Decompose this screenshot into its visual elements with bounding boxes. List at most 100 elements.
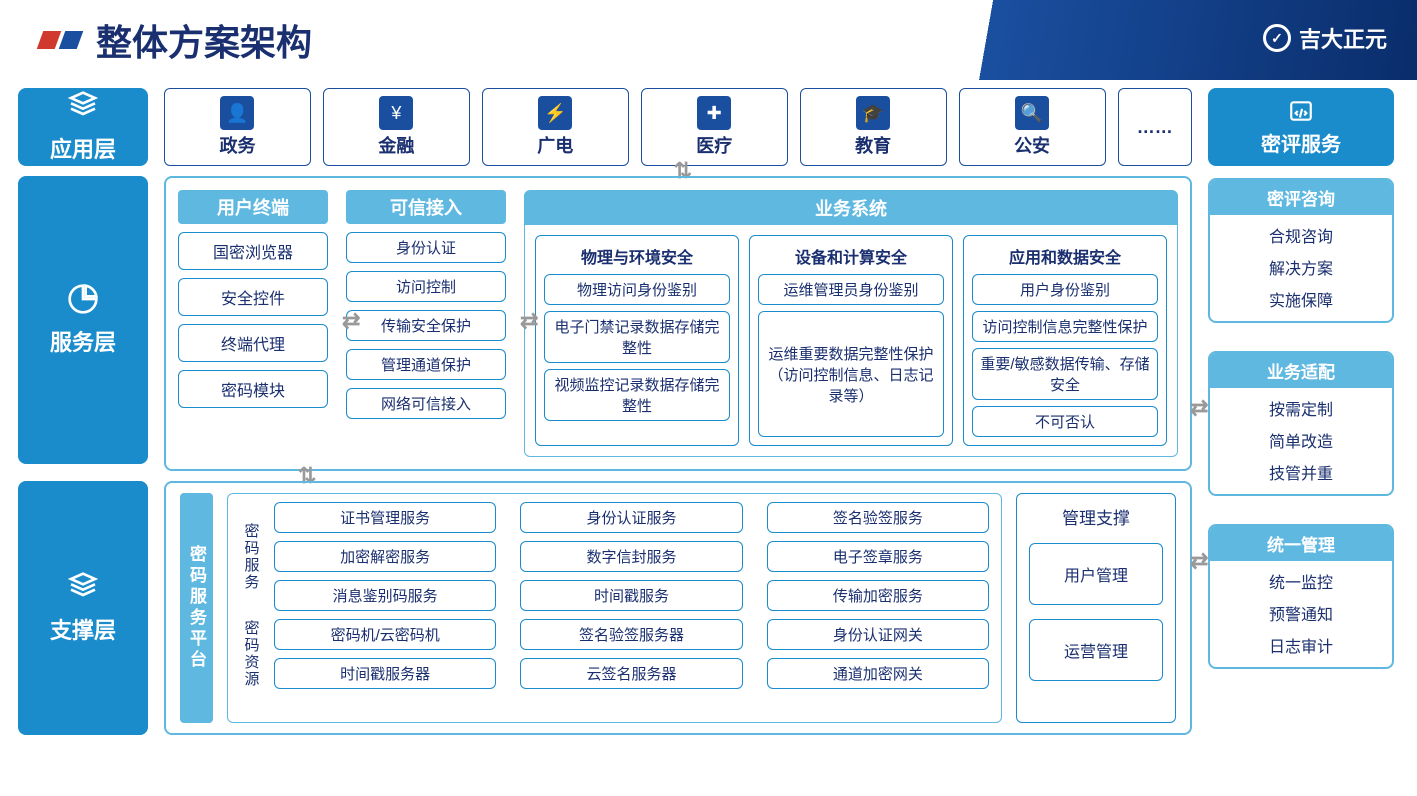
r-box-item: 预警通知 bbox=[1210, 601, 1392, 625]
domain-more: …… bbox=[1118, 88, 1192, 166]
cs-item: 数字信封服务 bbox=[520, 541, 742, 572]
user-terminal-col: 用户终端 国密浏览器 安全控件 终端代理 密码模块 bbox=[178, 190, 328, 457]
edu-icon: 🎓 bbox=[856, 96, 890, 130]
r-box-item: 实施保障 bbox=[1210, 287, 1392, 311]
search-icon: 🔍 bbox=[1015, 96, 1049, 130]
biz-col-env: 物理与环境安全 物理访问身份鉴别 电子门禁记录数据存储完整性 视频监控记录数据存… bbox=[535, 235, 739, 446]
trusted-access-col: 可信接入 身份认证 访问控制 传输安全保护 管理通道保护 网络可信接入 bbox=[346, 190, 506, 457]
biz-system-body: 物理与环境安全 物理访问身份鉴别 电子门禁记录数据存储完整性 视频监控记录数据存… bbox=[525, 225, 1177, 456]
cs-item: 传输加密服务 bbox=[767, 580, 989, 611]
service-body: 用户终端 国密浏览器 安全控件 终端代理 密码模块 可信接入 身份认证 访问控制… bbox=[164, 176, 1192, 471]
r-box-item: 合规咨询 bbox=[1210, 223, 1392, 247]
logo-text: 吉大正元 bbox=[1299, 22, 1387, 54]
mgmt-item: 用户管理 bbox=[1029, 543, 1163, 605]
arrow-ut-ta bbox=[342, 308, 360, 334]
biz-system: 业务系统 物理与环境安全 物理访问身份鉴别 电子门禁记录数据存储完整性 视频监控… bbox=[524, 190, 1178, 457]
cs-item: 消息鉴别码服务 bbox=[274, 580, 496, 611]
crypto-service-grid: 证书管理服务 身份认证服务 签名验签服务 加密解密服务 数字信封服务 电子签章服… bbox=[274, 502, 989, 611]
ut-item: 终端代理 bbox=[178, 324, 328, 362]
biz-system-title: 业务系统 bbox=[525, 191, 1177, 225]
stack-icon bbox=[67, 90, 99, 122]
domain-police: 🔍公安 bbox=[959, 88, 1106, 166]
ta-item: 访问控制 bbox=[346, 271, 506, 302]
domain-medical: ✚医疗 bbox=[641, 88, 788, 166]
app-layer-row: 应用层 👤政务 ¥金融 ⚡广电 ✚医疗 🎓教育 🔍公安 …… bbox=[18, 88, 1192, 166]
domain-edu: 🎓教育 bbox=[800, 88, 947, 166]
page-title: 整体方案架构 bbox=[96, 14, 312, 66]
biz-item: 物理访问身份鉴别 bbox=[544, 274, 730, 305]
domain-broadcast: ⚡广电 bbox=[482, 88, 629, 166]
yen-icon: ¥ bbox=[379, 96, 413, 130]
ta-item: 网络可信接入 bbox=[346, 388, 506, 419]
header-accent-bars bbox=[40, 31, 80, 49]
arrow-ta-biz bbox=[520, 308, 538, 334]
r-box-item: 日志审计 bbox=[1210, 633, 1392, 657]
broadcast-icon: ⚡ bbox=[538, 96, 572, 130]
biz-col-title: 设备和计算安全 bbox=[758, 244, 944, 268]
r-box-title: 密评咨询 bbox=[1210, 180, 1392, 215]
brand-logo: ✓ 吉大正元 bbox=[1263, 22, 1387, 54]
biz-col-device: 设备和计算安全 运维管理员身份鉴别 运维重要数据完整性保护（访问控制信息、日志记… bbox=[749, 235, 953, 446]
r-box-item: 简单改造 bbox=[1210, 428, 1392, 452]
biz-item: 运维重要数据完整性保护（访问控制信息、日志记录等） bbox=[758, 311, 944, 437]
biz-col-title: 应用和数据安全 bbox=[972, 244, 1158, 268]
ta-item: 身份认证 bbox=[346, 232, 506, 263]
ut-item: 安全控件 bbox=[178, 278, 328, 316]
stack-icon bbox=[67, 571, 99, 603]
right-column: 密评服务 密评咨询 合规咨询 解决方案 实施保障 业务适配 按需定制 简单改造 … bbox=[1208, 88, 1394, 735]
r-box-item: 解决方案 bbox=[1210, 255, 1392, 279]
cs-item: 电子签章服务 bbox=[767, 541, 989, 572]
biz-item: 电子门禁记录数据存储完整性 bbox=[544, 311, 730, 363]
crypto-service-label: 密码服务 bbox=[240, 502, 262, 611]
main-diagram: 应用层 👤政务 ¥金融 ⚡广电 ✚医疗 🎓教育 🔍公安 …… 服务层 用户终端 bbox=[0, 80, 1417, 735]
ut-item: 密码模块 bbox=[178, 370, 328, 408]
biz-col-app: 应用和数据安全 用户身份鉴别 访问控制信息完整性保护 重要/敏感数据传输、存储安… bbox=[963, 235, 1167, 446]
cs-item: 加密解密服务 bbox=[274, 541, 496, 572]
crypto-resource-row: 密码资源 密码机/云密码机 签名验签服务器 身份认证网关 时间戳服务器 云签名服… bbox=[240, 619, 989, 689]
user-icon: 👤 bbox=[220, 96, 254, 130]
biz-col-title: 物理与环境安全 bbox=[544, 244, 730, 268]
mgmt-title: 管理支撑 bbox=[1062, 504, 1130, 529]
code-icon bbox=[1288, 98, 1314, 124]
biz-item: 用户身份鉴别 bbox=[972, 274, 1158, 305]
domain-row: 👤政务 ¥金融 ⚡广电 ✚医疗 🎓教育 🔍公安 …… bbox=[164, 88, 1192, 166]
r-box-item: 技管并重 bbox=[1210, 460, 1392, 484]
crypto-resource-label: 密码资源 bbox=[240, 619, 262, 689]
right-box-manage: 统一管理 统一监控 预警通知 日志审计 bbox=[1208, 524, 1394, 669]
mgmt-support-col: 管理支撑 用户管理 运营管理 bbox=[1016, 493, 1176, 723]
service-layer-row: 服务层 用户终端 国密浏览器 安全控件 终端代理 密码模块 可信接入 身份认证 … bbox=[18, 176, 1192, 471]
domain-gov: 👤政务 bbox=[164, 88, 311, 166]
crypto-resource-grid: 密码机/云密码机 签名验签服务器 身份认证网关 时间戳服务器 云签名服务器 通道… bbox=[274, 619, 989, 689]
cs-item: 证书管理服务 bbox=[274, 502, 496, 533]
biz-item: 访问控制信息完整性保护 bbox=[972, 311, 1158, 342]
domain-finance: ¥金融 bbox=[323, 88, 470, 166]
cr-item: 身份认证网关 bbox=[767, 619, 989, 650]
cs-item: 时间戳服务 bbox=[520, 580, 742, 611]
app-layer-label: 应用层 bbox=[18, 88, 148, 166]
biz-item: 不可否认 bbox=[972, 406, 1158, 437]
ta-item: 传输安全保护 bbox=[346, 310, 506, 341]
pie-icon bbox=[67, 283, 99, 315]
ut-item: 国密浏览器 bbox=[178, 232, 328, 270]
support-inner: 密码服务 证书管理服务 身份认证服务 签名验签服务 加密解密服务 数字信封服务 … bbox=[227, 493, 1002, 723]
medical-icon: ✚ bbox=[697, 96, 731, 130]
cr-item: 云签名服务器 bbox=[520, 658, 742, 689]
platform-vlabel: 密码服务平台 bbox=[180, 493, 213, 723]
header: 整体方案架构 ✓ 吉大正元 bbox=[0, 0, 1417, 80]
cr-item: 时间戳服务器 bbox=[274, 658, 496, 689]
cr-item: 密码机/云密码机 bbox=[274, 619, 496, 650]
right-box-adapt: 业务适配 按需定制 简单改造 技管并重 bbox=[1208, 351, 1394, 496]
support-layer-label: 支撑层 bbox=[18, 481, 148, 735]
support-layer-row: 支撑层 密码服务平台 密码服务 证书管理服务 身份认证服务 签名验签服务 加密解… bbox=[18, 481, 1192, 735]
accent-bar-blue bbox=[59, 31, 84, 49]
user-terminal-title: 用户终端 bbox=[178, 190, 328, 224]
arrow-right-2 bbox=[1190, 548, 1376, 574]
biz-item: 重要/敏感数据传输、存储安全 bbox=[972, 348, 1158, 400]
accent-bar-red bbox=[37, 31, 62, 49]
cr-item: 签名验签服务器 bbox=[520, 619, 742, 650]
trusted-access-title: 可信接入 bbox=[346, 190, 506, 224]
service-layer-label: 服务层 bbox=[18, 176, 148, 464]
biz-item: 视频监控记录数据存储完整性 bbox=[544, 369, 730, 421]
arrow-right-1 bbox=[1190, 395, 1376, 421]
cr-item: 通道加密网关 bbox=[767, 658, 989, 689]
